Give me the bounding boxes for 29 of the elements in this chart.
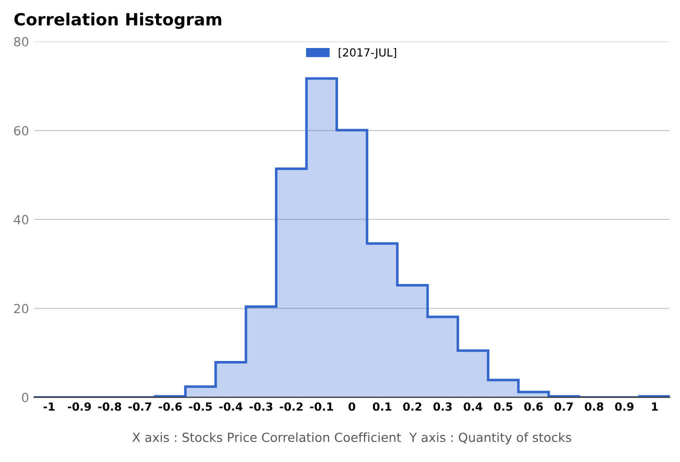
x-tick-label: -0.3	[250, 402, 272, 411]
x-axis-title: X axis : Stocks Price Correlation Coefficient Y axis : Quantity of stocks	[132, 432, 572, 444]
x-tick-label: -1	[44, 402, 55, 411]
x-tick-label: -0.8	[98, 402, 122, 411]
chart-title: Correlation Histogram	[14, 12, 222, 29]
y-tick-label: 20	[14, 304, 28, 314]
x-tick-label: 0.7	[554, 402, 573, 411]
x-tick-label: -0.7	[128, 402, 152, 411]
x-tick-label: 0.2	[403, 402, 422, 411]
x-tick-label: 0	[348, 402, 356, 411]
x-tick-label: 1	[652, 402, 658, 411]
y-tick-label: 40	[14, 214, 28, 224]
x-tick-label: -0.5	[188, 402, 212, 411]
x-tick-label: -0.4	[219, 402, 242, 411]
x-tick-label: 0.8	[584, 402, 604, 411]
x-tick-label: -0.9	[68, 402, 91, 411]
y-tick-label: 60	[14, 126, 28, 136]
x-tick-label: 0.1	[372, 402, 392, 411]
y-tick-label: 0	[22, 392, 28, 402]
x-tick-label: 0.9	[615, 402, 634, 411]
x-tick-label: 0.6	[524, 402, 543, 411]
y-tick-label: 80	[14, 37, 28, 47]
x-tick-label: -0.6	[158, 402, 182, 411]
x-tick-label: 0.5	[494, 402, 512, 411]
x-tick-label: -0.2	[280, 402, 303, 411]
x-tick-label: 0.3	[433, 402, 452, 411]
x-tick-label: 0.4	[464, 402, 482, 411]
x-tick-label: -0.1	[310, 402, 334, 411]
legend-label: [2017-JUL]	[338, 48, 396, 59]
